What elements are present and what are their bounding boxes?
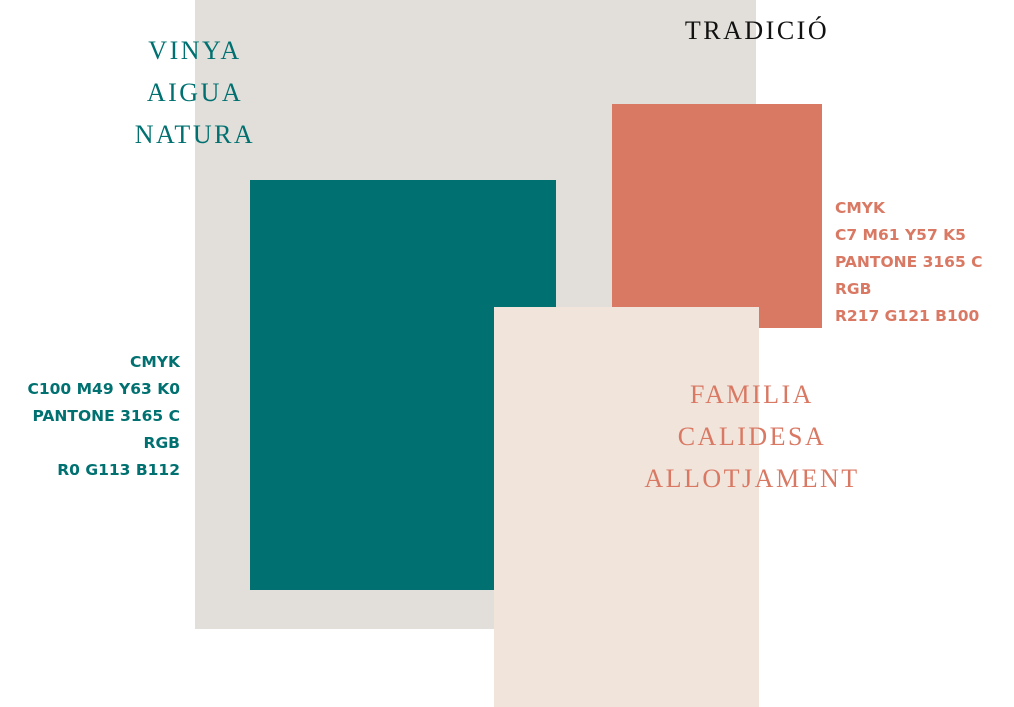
left-word: NATURA xyxy=(134,120,256,149)
left-spec: PANTONE 3165 C xyxy=(32,407,180,425)
right-spec: CMYK xyxy=(835,199,886,217)
left-word: VINYA xyxy=(148,36,242,65)
right-word: ALLOTJAMENT xyxy=(644,464,860,493)
right-spec: C7 M61 Y57 K5 xyxy=(835,226,966,244)
left-spec: CMYK xyxy=(129,353,180,371)
left-word: AIGUA xyxy=(146,78,244,107)
right-spec: RGB xyxy=(835,280,872,298)
right-word: CALIDESA xyxy=(677,422,827,451)
left-spec: R0 G113 B112 xyxy=(57,461,180,479)
salmon-swatch xyxy=(612,104,822,328)
right-spec: PANTONE 3165 C xyxy=(835,253,983,271)
right-spec: R217 G121 B100 xyxy=(835,307,980,325)
left-spec: C100 M49 Y63 K0 xyxy=(27,380,180,398)
title: TRADICIÓ xyxy=(684,16,830,45)
left-spec: RGB xyxy=(143,434,180,452)
peach-swatch xyxy=(494,307,759,707)
right-word: FAMILIA xyxy=(690,380,814,409)
